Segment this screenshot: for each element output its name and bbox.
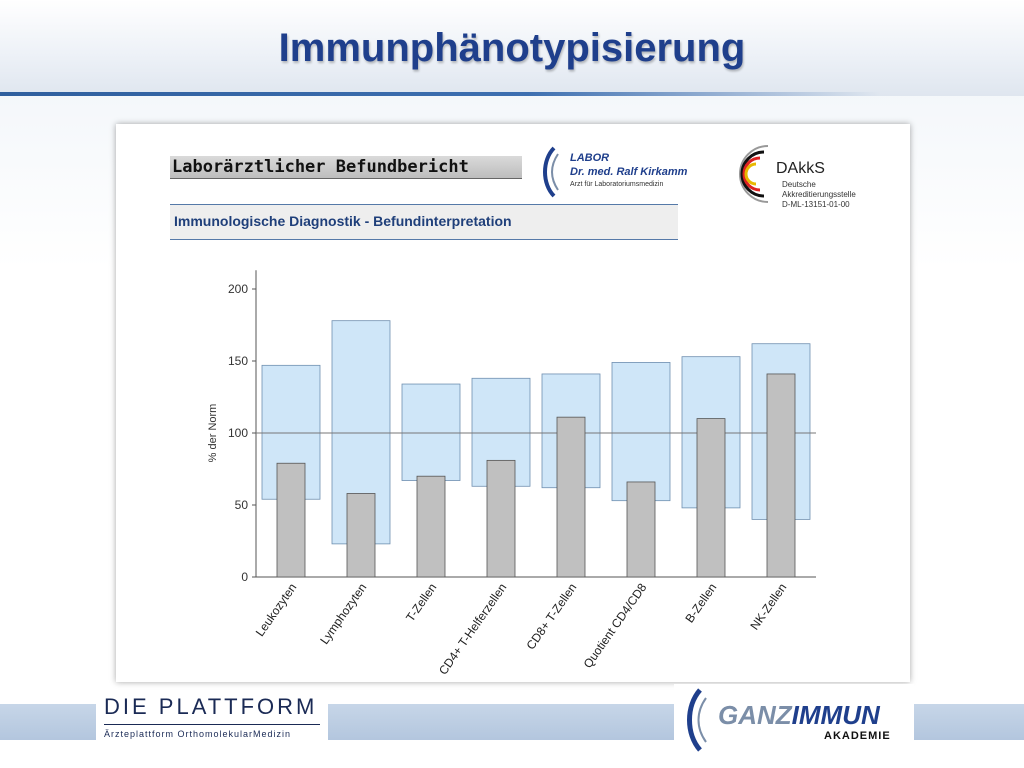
plattform-subtitle: Ärzteplattform OrthomolekularMedizin bbox=[104, 729, 292, 739]
immunophenotyping-chart: 0 50 100 150 200 % der Norm Leukozyten Lymphozy… bbox=[207, 270, 816, 678]
dakks-logo: DAkkS Deutsche Akkreditierungsstelle D-M… bbox=[728, 140, 898, 210]
labor-logo: LABOR Dr. med. Ralf Kirkamm Arzt für Lab… bbox=[536, 146, 726, 198]
x-tick-label: NK-Zellen bbox=[747, 581, 789, 633]
measured-value-bar bbox=[766, 373, 796, 578]
y-tick-label: 150 bbox=[228, 354, 248, 368]
x-tick-label: CD4+ T-Helferzellen bbox=[436, 581, 510, 678]
measured-value-bar bbox=[626, 481, 656, 578]
dakks-line3: D-ML-13151-01-00 bbox=[782, 200, 850, 209]
report-subheader-text: Immunologische Diagnostik - Befundinterp… bbox=[174, 213, 512, 229]
y-tick-label: 200 bbox=[228, 282, 248, 296]
y-tick-label: 50 bbox=[235, 498, 249, 512]
ganz-part1: GANZ bbox=[718, 700, 792, 730]
ganzimmun-logo: GANZIMMUN AKADEMIE bbox=[684, 688, 910, 752]
y-tick-label: 100 bbox=[228, 426, 248, 440]
x-tick-label: Leukozyten bbox=[253, 581, 300, 639]
ganzimmun-helix-icon bbox=[687, 688, 707, 752]
y-tick-label: 0 bbox=[241, 570, 248, 584]
report-panel: Laborärztlicher Befundbericht Immunologi… bbox=[116, 124, 910, 682]
ganz-part2: IMMUN bbox=[791, 700, 880, 730]
footer-left-block bbox=[96, 690, 328, 750]
x-tick-label: Lymphozyten bbox=[317, 581, 369, 647]
measured-value-bar bbox=[346, 493, 376, 578]
measured-value-bar bbox=[486, 459, 516, 578]
x-tick-label: B-Zellen bbox=[682, 581, 719, 626]
footer-right-block bbox=[674, 684, 914, 756]
report-header-text: Laborärztlicher Befundbericht bbox=[172, 157, 469, 177]
x-tick-label: Quotient CD4/CD8 bbox=[581, 580, 650, 670]
x-tick-label: T-Zellen bbox=[403, 581, 439, 625]
dakks-line2: Akkreditierungsstelle bbox=[782, 190, 856, 199]
normal-range-bar bbox=[401, 383, 461, 481]
plattform-title: DIE PLATTFORM bbox=[104, 694, 318, 719]
title-underline bbox=[0, 92, 880, 96]
report-subheader: Immunologische Diagnostik - Befundinterp… bbox=[170, 204, 678, 240]
dakks-emblem-icon bbox=[739, 145, 769, 203]
x-tick-label: CD8+ T-Zellen bbox=[524, 581, 580, 653]
measured-value-bar bbox=[696, 418, 726, 578]
plattform-divider bbox=[104, 724, 320, 725]
measured-value-bar bbox=[556, 416, 586, 578]
dakks-line1: Deutsche bbox=[782, 180, 816, 189]
title-band bbox=[0, 0, 1024, 96]
labor-line3: Arzt für Laboratoriumsmedizin bbox=[570, 181, 664, 188]
report-header: Laborärztlicher Befundbericht bbox=[170, 156, 522, 179]
slide-title: Immunphänotypisierung bbox=[278, 26, 746, 70]
normal-range-bar bbox=[611, 362, 671, 502]
measured-value-bar bbox=[276, 462, 306, 578]
ganzimmun-akademie: AKADEMIE bbox=[824, 730, 891, 742]
y-axis-label: % der Norm bbox=[207, 404, 219, 463]
ganzimmun-wordmark: GANZIMMUN bbox=[718, 700, 880, 731]
dakks-name: DAkkS bbox=[776, 160, 825, 177]
labor-line1: LABOR bbox=[570, 152, 610, 164]
labor-helix-icon bbox=[543, 146, 559, 198]
labor-line2: Dr. med. Ralf Kirkamm bbox=[570, 166, 688, 178]
measured-value-bar bbox=[416, 475, 446, 578]
